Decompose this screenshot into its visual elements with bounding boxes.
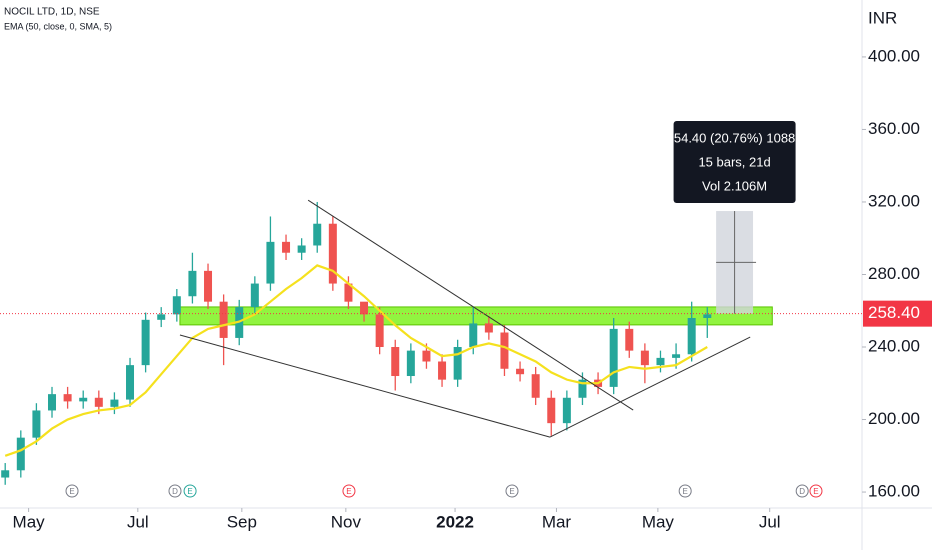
x-tick-label: May bbox=[13, 512, 46, 531]
event-label: D bbox=[172, 487, 178, 496]
event-label: D bbox=[799, 487, 805, 496]
candle-body bbox=[204, 270, 213, 302]
candle-body bbox=[656, 357, 665, 366]
candle-body bbox=[313, 223, 322, 246]
candle-body bbox=[484, 323, 493, 333]
x-tick-label: Mar bbox=[542, 512, 572, 531]
event-label: E bbox=[187, 487, 192, 496]
candle-body bbox=[578, 379, 587, 398]
x-tick-label: Jul bbox=[127, 512, 149, 531]
measure-label: Vol 2.106M bbox=[702, 178, 767, 193]
candle-body bbox=[516, 368, 525, 375]
measure-label: 54.40 (20.76%) 1088 bbox=[674, 130, 795, 145]
candle-body bbox=[453, 347, 462, 380]
trendline bbox=[549, 336, 751, 438]
candle-body bbox=[469, 323, 478, 348]
measure-label: 15 bars, 21d bbox=[698, 154, 770, 169]
event-marker bbox=[809, 484, 823, 498]
candle-body bbox=[157, 314, 166, 320]
x-tick-label: Jul bbox=[759, 512, 781, 531]
event-label: E bbox=[346, 487, 351, 496]
ema-line bbox=[4, 264, 708, 457]
candle-body bbox=[328, 223, 337, 284]
candle-body bbox=[1, 470, 10, 478]
candle-body bbox=[110, 399, 119, 407]
y-tick-label: 360.00 bbox=[868, 119, 920, 138]
candle-body bbox=[282, 241, 291, 253]
x-tick-label: 2022 bbox=[436, 512, 474, 531]
candle-body bbox=[63, 394, 72, 402]
measure-label-bg bbox=[673, 121, 796, 204]
candle-body bbox=[79, 397, 88, 402]
event-label: E bbox=[683, 487, 688, 496]
candle-body bbox=[609, 328, 618, 387]
x-tick-label: Nov bbox=[331, 512, 362, 531]
candle-body bbox=[547, 397, 556, 424]
candle-body bbox=[406, 350, 415, 377]
candle-body bbox=[360, 301, 369, 315]
event-marker bbox=[505, 484, 519, 498]
candle-body bbox=[672, 354, 681, 358]
candle-body bbox=[531, 374, 540, 398]
event-label: E bbox=[813, 487, 818, 496]
event-marker bbox=[678, 484, 692, 498]
candle-body bbox=[32, 410, 41, 438]
zone bbox=[179, 306, 773, 326]
candle-body bbox=[703, 314, 712, 318]
event-marker bbox=[795, 484, 809, 498]
trendline bbox=[179, 334, 551, 438]
candle-body bbox=[48, 394, 57, 411]
x-tick-label: May bbox=[642, 512, 675, 531]
candle-body bbox=[422, 350, 431, 362]
candle-body bbox=[141, 319, 150, 366]
event-marker bbox=[65, 484, 79, 498]
candle-body bbox=[94, 397, 103, 407]
candle-body bbox=[391, 347, 400, 377]
y-tick-label: 240.00 bbox=[868, 336, 920, 355]
trendline bbox=[307, 199, 634, 411]
chart-title: NOCIL LTD, 1D, NSE bbox=[4, 7, 100, 18]
y-tick-label: 400.00 bbox=[868, 46, 920, 65]
y-tick-label: 160.00 bbox=[868, 482, 920, 501]
candle-body bbox=[344, 283, 353, 302]
event-label: E bbox=[69, 487, 74, 496]
candle-body bbox=[640, 350, 649, 366]
candle-body bbox=[297, 245, 306, 253]
last-price-label: 258.40 bbox=[868, 303, 920, 322]
event-marker bbox=[183, 484, 197, 498]
candle-body bbox=[172, 296, 181, 315]
currency: INR bbox=[868, 8, 897, 27]
x-tick-label: Sep bbox=[227, 512, 257, 531]
candle-body bbox=[266, 241, 275, 284]
candle-body bbox=[438, 361, 447, 380]
event-label: E bbox=[509, 487, 514, 496]
candle-body bbox=[625, 328, 634, 351]
candle-body bbox=[219, 301, 228, 338]
last-price-tag bbox=[863, 300, 932, 327]
candle-body bbox=[500, 332, 509, 369]
candle-body bbox=[126, 365, 135, 400]
candle-body bbox=[16, 437, 25, 471]
event-marker bbox=[168, 484, 182, 498]
candle-body bbox=[250, 283, 259, 308]
candle-body bbox=[375, 314, 384, 348]
indicator-label: EMA (50, close, 0, SMA, 5) bbox=[4, 21, 112, 31]
y-tick-label: 280.00 bbox=[868, 264, 920, 283]
event-marker bbox=[342, 484, 356, 498]
y-tick-label: 200.00 bbox=[868, 409, 920, 428]
candle-body bbox=[188, 270, 197, 297]
y-tick-label: 320.00 bbox=[868, 191, 920, 210]
candle-body bbox=[687, 317, 696, 355]
candle-body bbox=[562, 397, 571, 424]
